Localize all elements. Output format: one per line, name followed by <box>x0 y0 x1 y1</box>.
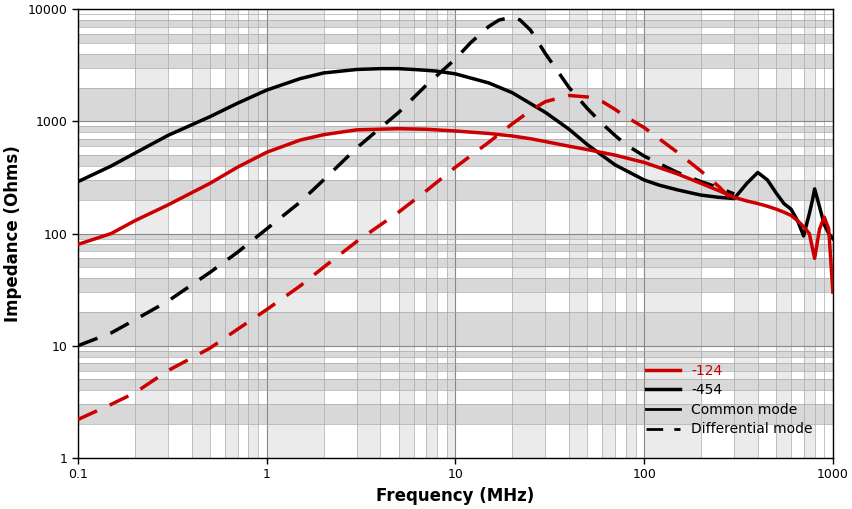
X-axis label: Frequency (MHz): Frequency (MHz) <box>376 487 534 505</box>
Bar <box>78 155 832 166</box>
Bar <box>78 34 832 43</box>
Bar <box>78 180 832 200</box>
Bar <box>78 312 832 346</box>
Bar <box>398 9 413 458</box>
Bar <box>568 9 587 458</box>
Bar <box>267 9 323 458</box>
Bar <box>643 9 700 458</box>
Bar <box>78 20 832 26</box>
Bar <box>426 9 437 458</box>
Bar <box>78 379 832 390</box>
Bar <box>78 363 832 371</box>
Bar <box>78 54 832 68</box>
Bar <box>625 9 635 458</box>
Bar <box>78 88 832 121</box>
Bar <box>78 351 832 357</box>
Bar <box>78 404 832 424</box>
Bar <box>135 9 168 458</box>
Bar <box>248 9 258 458</box>
Bar <box>78 278 832 292</box>
Bar <box>446 9 455 458</box>
Y-axis label: Impedance (Ohms): Impedance (Ohms) <box>4 145 22 322</box>
Bar <box>512 9 545 458</box>
Bar <box>734 9 757 458</box>
Bar <box>356 9 380 458</box>
Bar <box>78 244 832 251</box>
Legend: -124, -454, Common mode, Differential mode: -124, -454, Common mode, Differential mo… <box>639 358 817 442</box>
Bar <box>78 234 832 239</box>
Bar <box>78 126 832 132</box>
Bar <box>225 9 237 458</box>
Bar <box>775 9 790 458</box>
Bar <box>78 259 832 267</box>
Bar <box>192 9 210 458</box>
Bar <box>803 9 814 458</box>
Bar <box>602 9 614 458</box>
Bar <box>78 139 832 146</box>
